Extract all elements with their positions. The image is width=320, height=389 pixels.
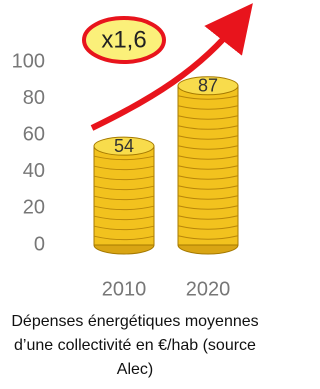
y-tick-label: 40 [23,160,45,182]
page: x1,6 0 20 40 60 80 100 2010 54 2020 87 Dépenses é… [0,0,270,389]
y-tick-label: 60 [23,123,45,145]
annotation: x1,6 [101,26,146,53]
caption: Dépenses énergétiques moyennes d’une col… [10,310,260,382]
y-tick-label: 80 [23,87,45,109]
y-tick-label: 100 [12,50,45,72]
x-tick-label: 2020 [186,278,231,300]
y-tick-label: 0 [34,233,45,255]
chart: x1,6 0 20 40 60 80 100 2010 54 2020 87 [0,0,270,305]
x-tick-label: 2010 [102,278,147,300]
y-tick-label: 20 [23,197,45,219]
value-label: 54 [114,136,134,156]
value-label: 87 [198,76,218,96]
